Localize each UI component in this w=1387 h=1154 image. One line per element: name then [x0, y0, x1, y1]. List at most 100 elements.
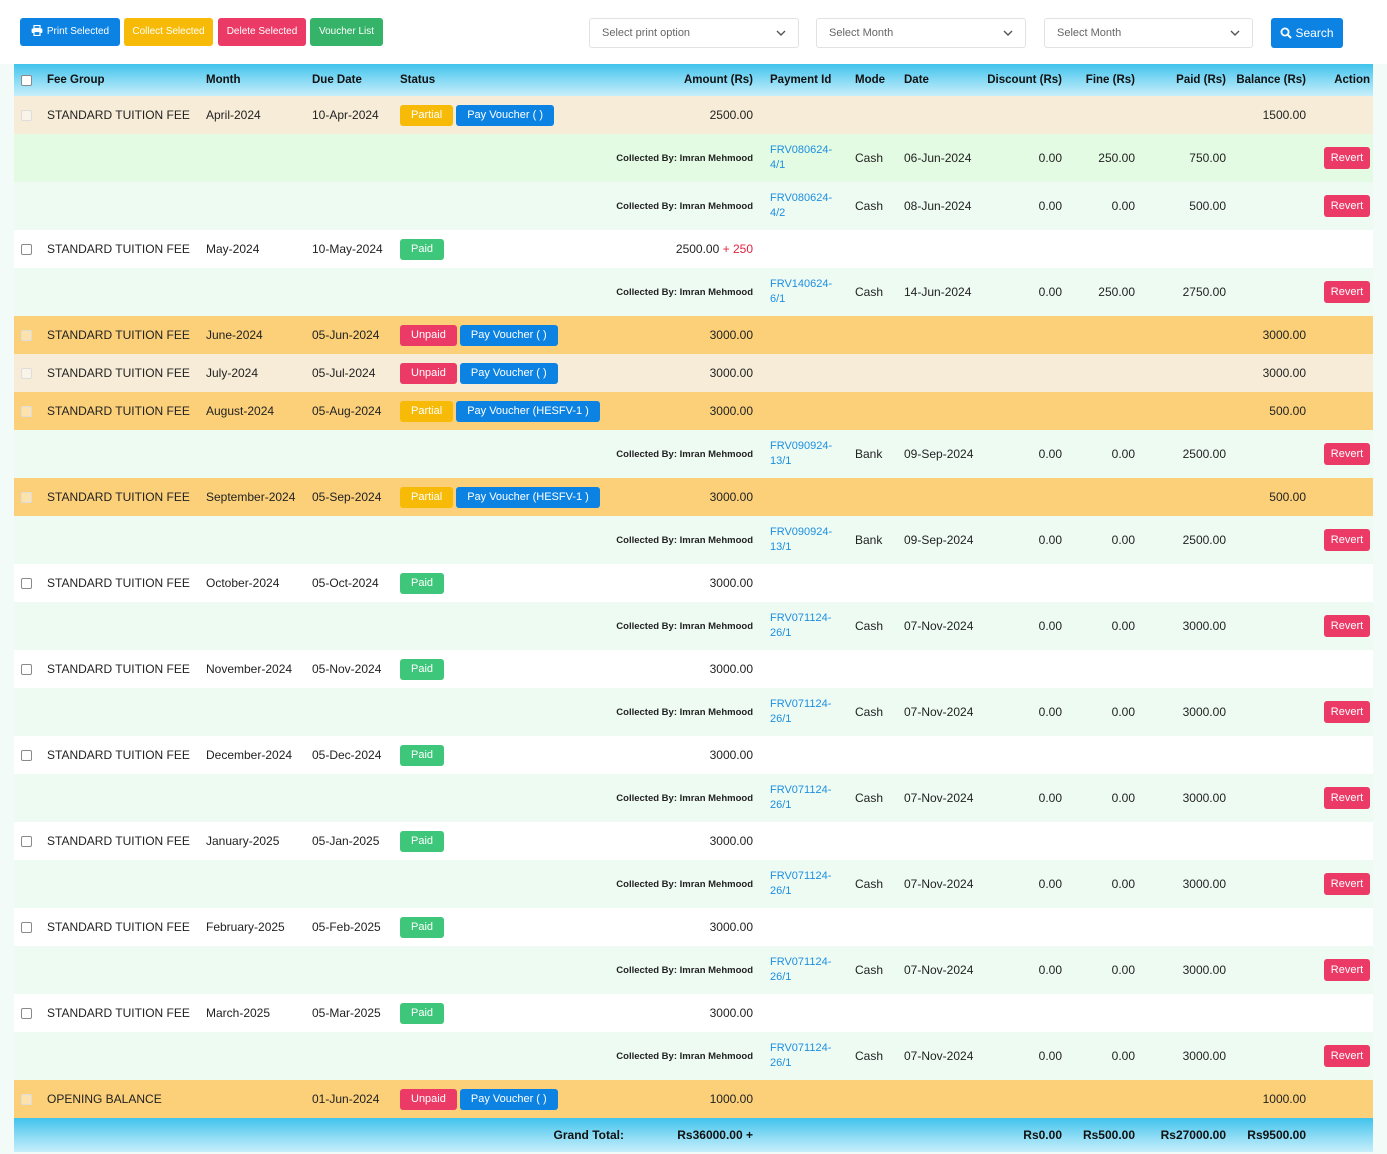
row-checkbox[interactable]	[21, 329, 32, 341]
collect-selected-button[interactable]: Collect Selected	[124, 18, 213, 46]
payment-id-link-suffix[interactable]: 4/1	[770, 159, 786, 171]
amount-value: 3000.00	[709, 1006, 753, 1020]
paid-cell: 2500.00	[1182, 447, 1226, 461]
payment-id-link-suffix[interactable]: 26/1	[770, 627, 792, 639]
month-cell: September-2024	[206, 490, 296, 504]
payment-row: Collected By: Imran Mehmood FRV071124- 26/…	[14, 602, 1373, 650]
status-badge: Paid	[400, 830, 445, 852]
status-badge: Paid	[400, 658, 445, 680]
payment-id-link-suffix[interactable]: 6/1	[770, 293, 786, 305]
mode-cell: Cash	[855, 199, 884, 213]
due-date-cell: 05-Oct-2024	[312, 576, 379, 590]
row-checkbox[interactable]	[21, 1093, 32, 1105]
amount-cell: 2500.00	[574, 96, 753, 134]
revert-button[interactable]: Revert	[1324, 959, 1370, 981]
payment-row: Collected By: Imran Mehmood FRV080624- 4/1…	[14, 134, 1373, 182]
payment-id-link[interactable]: FRV071124-	[770, 612, 832, 624]
due-date-cell: 10-May-2024	[312, 242, 383, 256]
payment-id-link-suffix[interactable]: 13/1	[770, 455, 792, 467]
payment-id-link-suffix[interactable]: 4/2	[770, 207, 786, 219]
search-button[interactable]: Search	[1271, 18, 1343, 48]
payment-id-link[interactable]: FRV071124-	[770, 956, 832, 968]
row-checkbox[interactable]	[21, 577, 32, 589]
month-cell: February-2025	[206, 920, 285, 934]
mode-cell: Cash	[855, 791, 884, 805]
row-checkbox[interactable]	[21, 749, 32, 761]
row-checkbox[interactable]	[21, 835, 32, 847]
revert-button[interactable]: Revert	[1324, 1045, 1370, 1067]
collected-by-cell: Collected By: Imran Mehmood	[574, 516, 753, 564]
revert-button[interactable]: Revert	[1324, 529, 1370, 551]
row-checkbox[interactable]	[21, 109, 32, 121]
voucher-list-button[interactable]: Voucher List	[310, 18, 383, 46]
revert-button[interactable]: Revert	[1324, 281, 1370, 303]
collected-by-text: Collected By: Imran Mehmood	[616, 792, 753, 804]
row-checkbox[interactable]	[21, 921, 32, 933]
payment-id-link[interactable]: FRV071124-	[770, 1042, 832, 1054]
pay-voucher-button[interactable]: Pay Voucher ( )	[459, 362, 558, 384]
pay-voucher-button[interactable]: Pay Voucher ( )	[459, 324, 558, 346]
payment-id-link[interactable]: FRV140624-	[770, 278, 833, 290]
status-badge: Paid	[400, 572, 445, 594]
amount-value: 3000.00	[709, 576, 753, 590]
month-select-to[interactable]: Select Month	[1044, 18, 1253, 48]
print-selected-button[interactable]: Print Selected	[20, 18, 120, 46]
row-checkbox[interactable]	[21, 491, 32, 503]
payment-id-link-suffix[interactable]: 26/1	[770, 885, 792, 897]
payment-id-link[interactable]: FRV071124-	[770, 870, 832, 882]
paid-cell: 500.00	[1189, 199, 1226, 213]
delete-selected-button[interactable]: Delete Selected	[218, 18, 306, 46]
collected-by-cell: Collected By: Imran Mehmood	[574, 134, 753, 182]
revert-button[interactable]: Revert	[1324, 443, 1370, 465]
pay-voucher-button[interactable]: Pay Voucher (HESFV-1 )	[456, 400, 600, 422]
revert-button[interactable]: Revert	[1324, 147, 1370, 169]
fee-group-cell: STANDARD TUITION FEE	[47, 576, 190, 590]
amount-value: 3000.00	[709, 920, 753, 934]
fee-group-cell: STANDARD TUITION FEE	[47, 404, 190, 418]
collected-by-text: Collected By: Imran Mehmood	[616, 706, 753, 718]
paid-cell: 750.00	[1189, 151, 1226, 165]
month-cell: October-2024	[206, 576, 280, 590]
date-cell: 09-Sep-2024	[904, 533, 974, 547]
payment-id-link[interactable]: FRV090924-	[770, 440, 833, 452]
payment-id-link[interactable]: FRV090924-	[770, 526, 833, 538]
row-checkbox[interactable]	[21, 405, 32, 417]
due-date-cell: 05-Nov-2024	[312, 662, 382, 676]
print-option-select[interactable]: Select print option	[589, 18, 799, 48]
printer-icon	[31, 24, 43, 36]
payment-id-link-suffix[interactable]: 26/1	[770, 971, 792, 983]
revert-button[interactable]: Revert	[1324, 615, 1370, 637]
revert-button[interactable]: Revert	[1324, 195, 1370, 217]
fee-row: STANDARD TUITION FEE November-2024 05-Nov-…	[14, 650, 1373, 688]
row-checkbox[interactable]	[21, 367, 32, 379]
row-checkbox[interactable]	[21, 663, 32, 675]
payment-id-link-suffix[interactable]: 26/1	[770, 799, 792, 811]
action-cell: Revert	[1314, 182, 1370, 230]
payment-id-cell: FRV071124- 26/1	[770, 1032, 850, 1080]
payment-row: Collected By: Imran Mehmood FRV090924- 13/…	[14, 430, 1373, 478]
fee-row: STANDARD TUITION FEE October-2024 05-Oct-2…	[14, 564, 1373, 602]
payment-id-link-suffix[interactable]: 26/1	[770, 1057, 792, 1069]
pay-voucher-button[interactable]: Pay Voucher (HESFV-1 )	[456, 486, 600, 508]
action-cell: Revert	[1314, 1032, 1370, 1080]
payment-id-link[interactable]: FRV080624-	[770, 192, 833, 204]
pay-voucher-button[interactable]: Pay Voucher ( )	[456, 104, 555, 126]
status-cell: Unpaid Pay Voucher ( )	[400, 316, 640, 354]
month-select-from[interactable]: Select Month	[816, 18, 1026, 48]
row-checkbox[interactable]	[21, 1007, 32, 1019]
row-checkbox[interactable]	[21, 243, 32, 255]
payment-id-link[interactable]: FRV071124-	[770, 784, 832, 796]
revert-button[interactable]: Revert	[1324, 873, 1370, 895]
payment-id-link-suffix[interactable]: 13/1	[770, 541, 792, 553]
pay-voucher-button[interactable]: Pay Voucher ( )	[459, 1088, 558, 1110]
date-cell: 14-Jun-2024	[904, 285, 972, 299]
payment-id-link-suffix[interactable]: 26/1	[770, 713, 792, 725]
status-cell: Unpaid Pay Voucher ( )	[400, 1080, 640, 1118]
select-all-checkbox[interactable]	[21, 74, 32, 86]
fee-row: STANDARD TUITION FEE February-2025 05-Feb-…	[14, 908, 1373, 946]
payment-id-link[interactable]: FRV071124-	[770, 698, 832, 710]
payment-id-link[interactable]: FRV080624-	[770, 144, 833, 156]
revert-button[interactable]: Revert	[1324, 787, 1370, 809]
revert-button[interactable]: Revert	[1324, 701, 1370, 723]
amount-value: 3000.00	[709, 328, 753, 342]
